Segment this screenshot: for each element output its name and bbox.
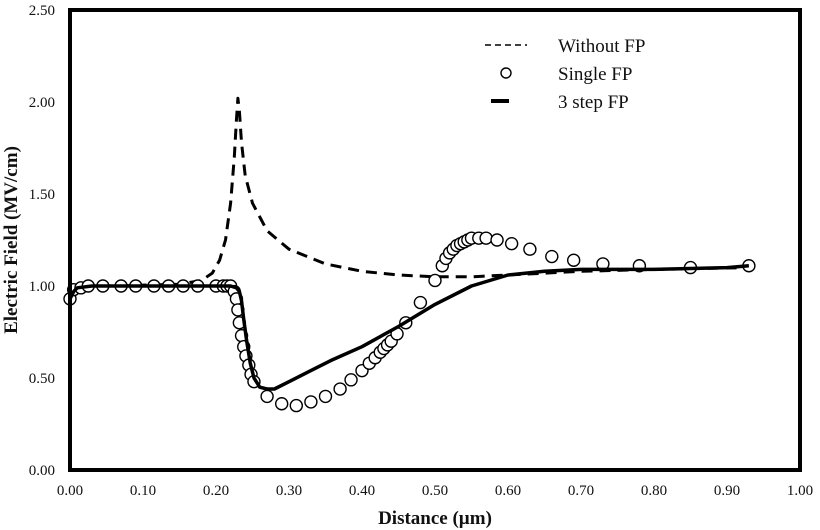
y-tick-label: 2.50 xyxy=(29,3,55,19)
x-tick-label: 0.00 xyxy=(57,483,83,499)
legend-entry-label: Single FP xyxy=(558,64,632,85)
legend-swatch-circle xyxy=(500,67,512,79)
x-tick-label: 0.10 xyxy=(130,483,156,499)
data-point xyxy=(318,389,333,404)
legend-entry-label: Without FP xyxy=(558,36,645,57)
y-tick-label: 0.00 xyxy=(29,463,55,479)
series-layer xyxy=(63,96,756,413)
data-point xyxy=(413,295,428,310)
x-tick-label: 0.60 xyxy=(495,483,521,499)
x-tick-label: 0.40 xyxy=(349,483,375,499)
data-point xyxy=(275,397,289,411)
y-tick-label: 1.00 xyxy=(29,279,55,295)
x-tick-label: 1.00 xyxy=(787,483,813,499)
legend-entry-label: 3 step FP xyxy=(558,92,629,113)
legend: Without FP Single FP 3 step FP xyxy=(485,36,645,113)
plot-frame xyxy=(68,8,802,472)
x-tick-label: 0.70 xyxy=(568,483,594,499)
data-point xyxy=(260,389,274,404)
x-axis-ticks: 0.00 0.10 0.20 0.30 0.40 0.50 0.60 0.70 0.80 0.90… xyxy=(57,483,813,499)
data-point xyxy=(490,233,504,247)
data-point xyxy=(289,398,303,413)
data-point xyxy=(479,231,493,245)
x-tick-label: 0.50 xyxy=(422,483,448,499)
x-tick-label: 0.80 xyxy=(641,483,667,499)
series-3-step-fp-line xyxy=(68,264,750,391)
x-axis-label: Distance (µm) xyxy=(378,508,492,529)
x-tick-label: 0.20 xyxy=(203,483,229,499)
data-point xyxy=(545,249,559,264)
data-point xyxy=(304,395,318,409)
data-point xyxy=(333,382,347,396)
y-tick-label: 1.50 xyxy=(29,187,55,203)
data-point xyxy=(428,273,442,288)
y-tick-label: 2.00 xyxy=(29,95,55,111)
series-single-fp xyxy=(63,231,756,413)
data-point xyxy=(567,253,581,267)
x-tick-label: 0.30 xyxy=(276,483,302,499)
data-point xyxy=(523,242,537,256)
data-point xyxy=(344,373,358,387)
y-axis-label: Electric Field (MV/cm) xyxy=(1,146,22,334)
x-tick-label: 0.90 xyxy=(714,483,740,499)
y-tick-label: 0.50 xyxy=(29,371,55,387)
data-point xyxy=(504,236,519,251)
y-axis-ticks: 0.00 0.50 1.00 1.50 2.00 2.50 xyxy=(29,3,55,479)
